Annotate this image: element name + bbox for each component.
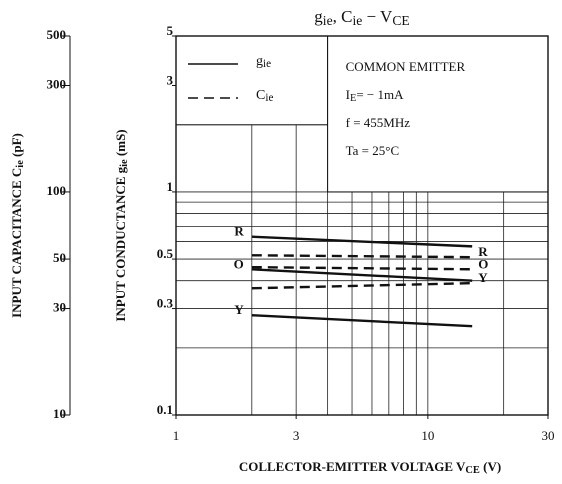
x-tick-label: 3 — [293, 428, 300, 443]
annotation-part: = − 1mA — [356, 87, 404, 102]
series-line — [251, 314, 473, 328]
y-axis-label-part: INPUT CONDUCTANCE g — [113, 166, 128, 321]
annotation-box — [327, 35, 549, 193]
series-line — [251, 254, 473, 259]
legend-label-part: ie — [263, 58, 271, 70]
y2-tick-label: 300 — [47, 76, 67, 91]
plot-frame — [175, 35, 549, 416]
y2-axis-label-part: INPUT CAPACITANCE C — [9, 168, 24, 318]
series-line — [251, 281, 473, 290]
chart-title-part: ie — [352, 13, 362, 28]
legend-label: gie — [256, 54, 271, 70]
y-tick-label: 1 — [167, 179, 174, 194]
x-axis-label-part: COLLECTOR-EMITTER VOLTAGE V — [239, 459, 466, 474]
chart-title-part: g — [314, 7, 323, 26]
x-axis-label: COLLECTOR-EMITTER VOLTAGE VCE (V) — [239, 459, 501, 476]
series-label: O — [478, 256, 488, 271]
series-line — [251, 268, 473, 282]
annotation: COMMON EMITTER — [346, 59, 466, 74]
legend-box — [175, 35, 329, 126]
legend-label-part: C — [256, 88, 265, 103]
y-axis-label-part: (mS) — [113, 129, 128, 159]
annotation: f = 455MHz — [346, 115, 411, 130]
series-line — [251, 265, 473, 271]
series-label: Y — [234, 302, 244, 317]
annotation-part: I — [346, 87, 350, 102]
series-label: R — [478, 244, 488, 259]
y2-tick-label: 100 — [47, 183, 67, 198]
annotation-part: COMMON EMITTER — [346, 59, 466, 74]
y-axis-label-part: ie — [119, 159, 130, 167]
chart-title-part: CE — [392, 13, 409, 28]
legend-label-part: ie — [265, 92, 273, 104]
annotation: IE= − 1mA — [346, 87, 404, 104]
y-tick-label: 0.5 — [157, 246, 174, 261]
chart-title: gie, Cie − VCE — [314, 7, 409, 28]
series-label: R — [234, 224, 244, 239]
y-tick-label: 0.1 — [157, 402, 173, 417]
y2-tick-label: 30 — [53, 300, 66, 315]
chart-title-part: ie — [323, 13, 333, 28]
chart-title-part: , C — [333, 7, 353, 26]
series-line — [251, 235, 473, 248]
annotation-part: E — [350, 93, 356, 104]
x-tick-label: 10 — [421, 428, 434, 443]
legend-label: Cie — [256, 88, 273, 104]
annotation: Ta = 25°C — [346, 143, 400, 158]
y-tick-label: 3 — [167, 72, 174, 87]
y-axis-label: INPUT CONDUCTANCE gie (mS) — [113, 129, 130, 321]
y2-axis-label-part: (pF) — [9, 133, 24, 160]
x-axis-label-part: CE — [465, 465, 480, 476]
y2-axis-label-part: ie — [15, 160, 26, 168]
y-tick-label: 0.3 — [157, 296, 174, 311]
series-label: Y — [478, 270, 488, 285]
y2-tick-label: 10 — [53, 406, 66, 421]
y2-tick-label: 50 — [53, 250, 66, 265]
y-tick-label: 5 — [167, 23, 174, 38]
y2-tick-label: 500 — [47, 27, 67, 42]
y2-axis-label: INPUT CAPACITANCE Cie (pF) — [9, 133, 26, 318]
legend-label-part: g — [256, 54, 263, 69]
x-tick-label: 30 — [542, 428, 555, 443]
x-axis-label-part: (V) — [480, 459, 501, 474]
series-label: O — [234, 256, 244, 271]
x-tick-label: 1 — [173, 428, 180, 443]
annotation-part: Ta = 25°C — [346, 143, 400, 158]
chart-title-part: − V — [362, 7, 393, 26]
annotation-part: f = 455MHz — [346, 115, 411, 130]
